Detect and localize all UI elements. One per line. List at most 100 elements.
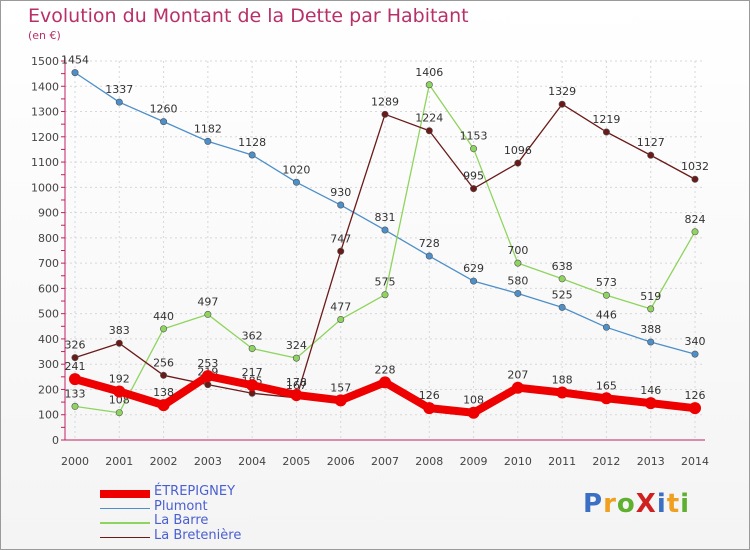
x-tick-label: 2000	[61, 455, 89, 468]
data-label: 388	[640, 323, 661, 336]
y-tick-label: 900	[38, 207, 59, 220]
data-point	[115, 409, 123, 417]
data-point	[290, 389, 303, 402]
data-point	[157, 399, 170, 412]
data-label: 575	[375, 276, 396, 289]
data-point	[379, 376, 391, 389]
data-label: 629	[463, 262, 484, 275]
y-tick-label: 1100	[31, 156, 59, 169]
data-point	[71, 354, 79, 362]
data-point	[423, 402, 436, 415]
data-point	[292, 178, 300, 186]
x-tick-label: 2011	[548, 455, 576, 468]
y-tick-label: 400	[38, 333, 59, 346]
data-label: 1219	[592, 113, 620, 126]
data-point	[470, 145, 478, 153]
data-point	[689, 402, 701, 415]
data-label: 1337	[105, 83, 133, 96]
data-label: 1289	[371, 95, 399, 108]
data-point	[602, 323, 610, 331]
data-label: 497	[197, 295, 218, 308]
x-tick-label: 2004	[238, 455, 266, 468]
y-tick-label: 1300	[31, 106, 59, 119]
data-label: 930	[330, 186, 351, 199]
data-label: 165	[596, 379, 617, 392]
legend-label: La Bretenière	[154, 527, 242, 543]
data-point	[467, 406, 480, 419]
data-label: 747	[330, 232, 351, 245]
y-tick-label: 1500	[31, 55, 59, 68]
data-point	[691, 350, 699, 358]
data-point	[514, 259, 522, 267]
data-label: 126	[419, 389, 440, 402]
y-tick-label: 200	[38, 383, 59, 396]
data-label: 1096	[504, 144, 532, 157]
data-label: 638	[552, 260, 573, 273]
data-point	[558, 100, 566, 108]
x-tick-label: 2006	[327, 455, 355, 468]
data-label: 178	[286, 376, 307, 389]
legend-swatch	[100, 522, 150, 524]
data-point	[71, 69, 79, 77]
data-label: 728	[419, 237, 440, 250]
y-tick-label: 300	[38, 358, 59, 371]
data-label: 519	[640, 290, 661, 303]
data-point	[600, 392, 613, 405]
data-point	[201, 370, 214, 383]
data-point	[602, 291, 610, 299]
x-tick-label: 2003	[194, 455, 222, 468]
data-label: 440	[153, 310, 174, 323]
data-label: 167	[286, 379, 307, 392]
data-point	[691, 175, 699, 183]
data-label: 362	[242, 330, 263, 343]
x-tick-label: 2008	[415, 455, 443, 468]
data-point	[647, 338, 655, 346]
data-label: 1329	[548, 85, 576, 98]
x-tick-label: 2012	[592, 455, 620, 468]
legend-label: Plumont	[154, 498, 208, 514]
data-point	[160, 371, 168, 379]
x-tick-label: 2009	[460, 455, 488, 468]
x-tick-label: 2002	[150, 455, 178, 468]
y-tick-label: 1400	[31, 80, 59, 93]
data-label: 256	[153, 356, 174, 369]
data-label: 241	[65, 360, 86, 373]
data-point	[425, 252, 433, 260]
data-point	[691, 228, 699, 236]
data-label: 1260	[150, 103, 178, 116]
data-point	[248, 345, 256, 353]
data-point	[69, 373, 81, 386]
x-tick-label: 2013	[637, 455, 665, 468]
y-tick-label: 100	[38, 409, 59, 422]
data-label: 995	[463, 170, 484, 183]
data-point	[381, 226, 389, 234]
data-point	[556, 386, 569, 399]
y-tick-label: 500	[38, 308, 59, 321]
data-point	[292, 354, 300, 362]
data-label: 831	[375, 211, 396, 224]
data-label: 1128	[238, 136, 266, 149]
logo-letter: o	[616, 489, 636, 519]
data-point	[246, 379, 259, 392]
data-label: 340	[685, 335, 706, 348]
data-point	[558, 275, 566, 283]
data-label: 700	[507, 244, 528, 257]
x-tick-label: 2007	[371, 455, 399, 468]
data-label: 1020	[282, 163, 310, 176]
data-point	[425, 81, 433, 89]
data-label: 1454	[61, 54, 89, 67]
data-label: 188	[552, 373, 573, 386]
logo-letter: i	[680, 489, 691, 519]
y-tick-label: 0	[52, 434, 59, 447]
data-label: 126	[685, 389, 706, 402]
data-label: 383	[109, 324, 130, 337]
chart-title: Evolution du Montant de la Dette par Hab…	[28, 5, 469, 27]
legend-swatch	[100, 490, 150, 498]
data-label: 1224	[415, 112, 443, 125]
x-tick-label: 2010	[504, 455, 532, 468]
legend-label: La Barre	[154, 513, 209, 528]
data-point	[113, 385, 126, 398]
data-point	[204, 310, 212, 318]
